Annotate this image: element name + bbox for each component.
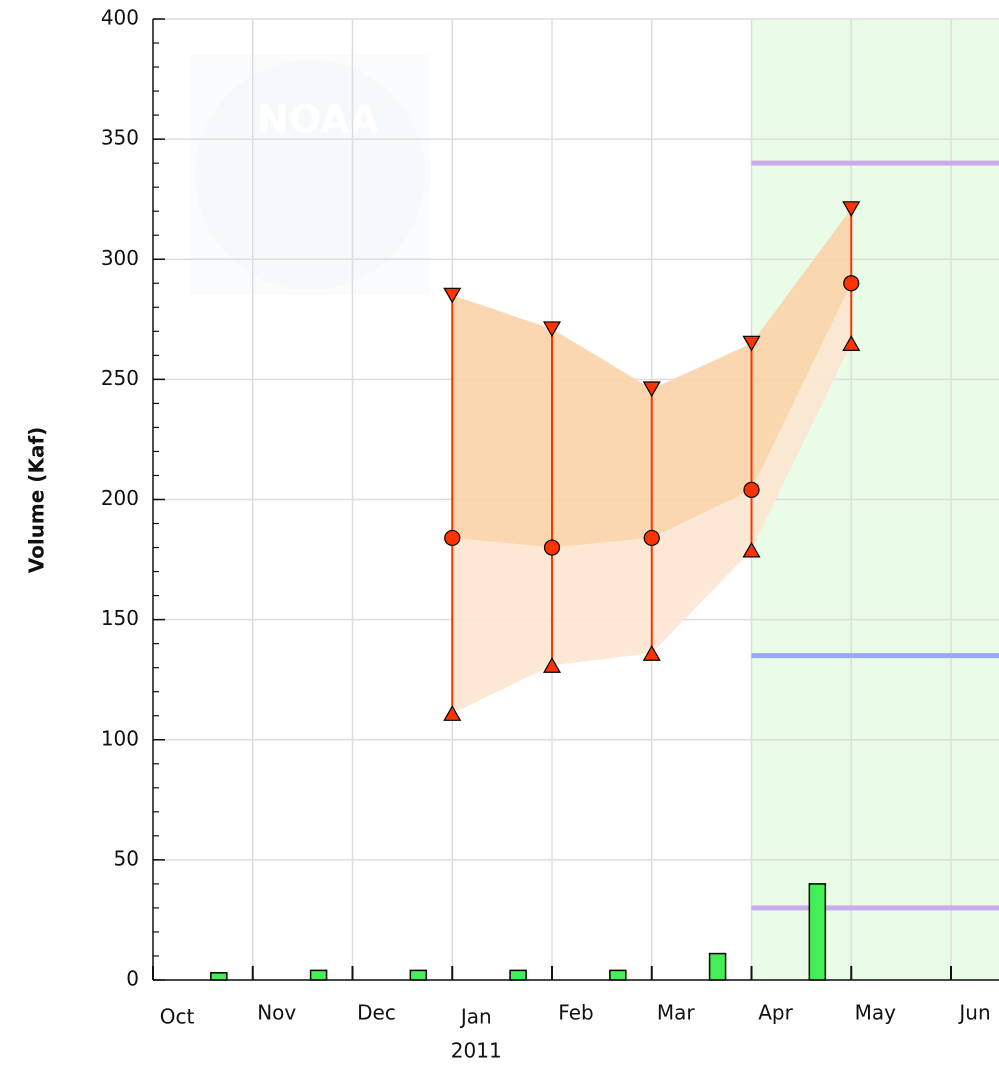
x-tick-label: Apr	[758, 1001, 793, 1025]
x-tick-label: Jan	[459, 1005, 492, 1029]
x-tick-label: Dec	[357, 1001, 396, 1025]
forecast-max	[842, 201, 861, 218]
forecast-median	[444, 529, 461, 547]
x-tick-label: Jun	[957, 1001, 990, 1025]
y-axis-label: Volume (Kaf)	[25, 427, 49, 574]
forecast-min	[443, 705, 462, 721]
x-tick-label: Oct	[160, 1005, 195, 1029]
forecast-max	[542, 321, 562, 338]
y-tick-label: 400	[101, 6, 139, 30]
forecast-min	[642, 645, 661, 661]
watermark-logo	[195, 60, 425, 290]
forecast-median	[843, 275, 860, 292]
bar	[509, 969, 527, 981]
y-tick-label: 200	[101, 486, 139, 510]
forecast-min	[542, 657, 562, 673]
y-tick-label: 50	[114, 846, 139, 870]
forecast-max	[742, 335, 761, 352]
x-tick-label: Nov	[257, 1001, 296, 1025]
bar	[210, 972, 228, 981]
bar	[808, 883, 827, 981]
y-tick-label: 100	[101, 726, 139, 750]
forecast-median	[543, 539, 561, 556]
x-sublabel: 2011	[451, 1039, 502, 1063]
bar	[708, 952, 727, 981]
y-tick-label: 350	[101, 126, 139, 150]
x-tick-label: May	[855, 1001, 897, 1025]
forecast-max	[443, 287, 462, 304]
bar	[609, 969, 627, 981]
y-tick-label: 250	[101, 366, 139, 390]
bar	[309, 969, 328, 981]
x-tick-label: Feb	[558, 1001, 593, 1025]
forecast-min	[842, 335, 861, 351]
forecast-median	[643, 529, 660, 547]
forecast-max	[642, 381, 661, 398]
bar	[409, 969, 428, 981]
forecast-min	[742, 541, 761, 558]
watermark-text: NOAA	[257, 98, 379, 142]
watermark-bg	[190, 55, 430, 295]
forecast-median	[743, 481, 760, 498]
y-tick-label: 150	[101, 606, 139, 630]
y-tick-label: 0	[126, 967, 139, 991]
x-tick-label: Mar	[657, 1001, 696, 1025]
y-tick-label: 300	[101, 246, 139, 270]
